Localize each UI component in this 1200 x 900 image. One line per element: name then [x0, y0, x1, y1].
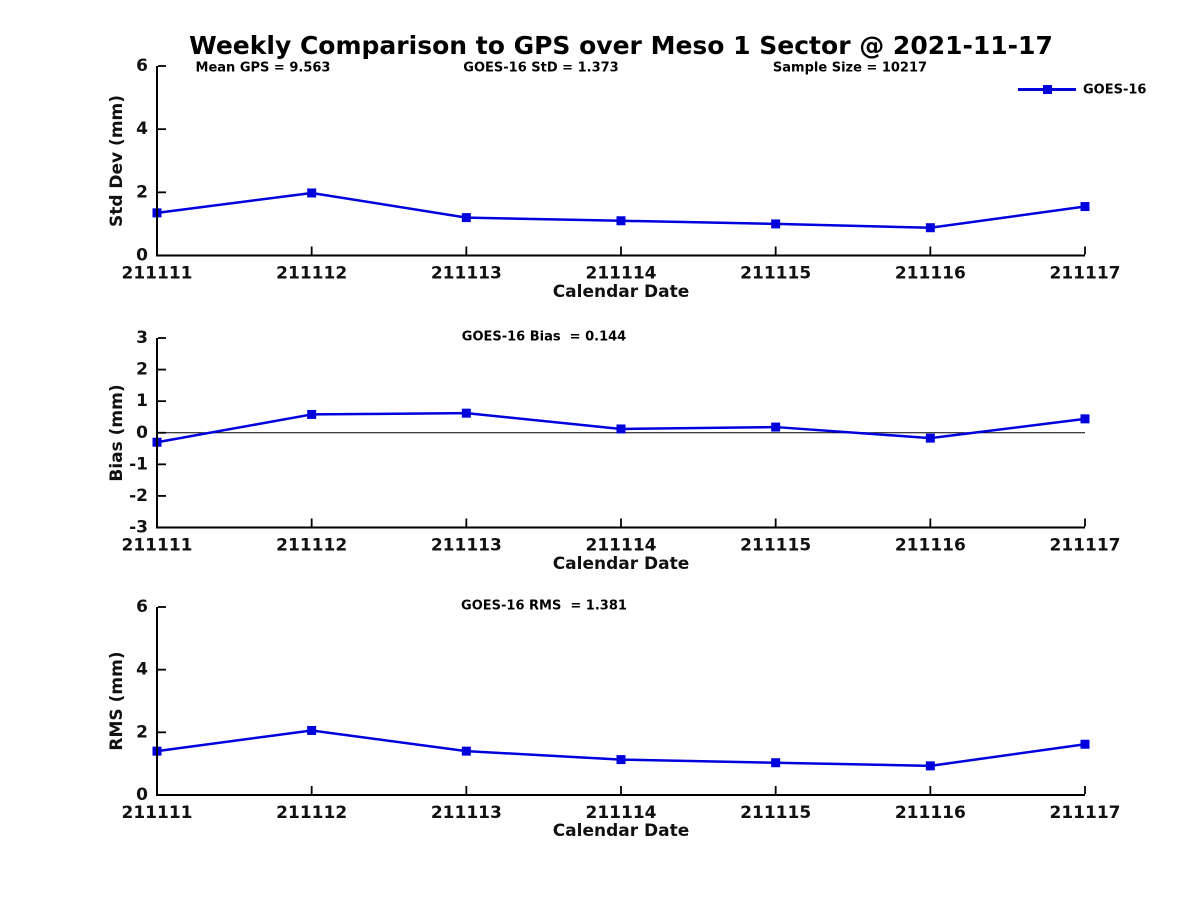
data-point — [307, 188, 317, 198]
data-point — [616, 216, 626, 226]
data-point — [307, 409, 317, 419]
x-tick-label: 211115 — [740, 803, 811, 823]
annotation-mean-gps: Mean GPS = 9.563 — [195, 60, 331, 76]
data-point — [461, 408, 471, 418]
y-tick-label: 6 — [136, 56, 148, 76]
data-point — [925, 433, 935, 443]
y-tick-label: -2 — [129, 486, 148, 506]
x-tick-label: 211117 — [1050, 264, 1121, 284]
ylabel-bias: Bias (mm) — [107, 384, 127, 482]
y-tick-label: 6 — [136, 597, 148, 617]
data-point — [461, 746, 471, 756]
data-point — [307, 725, 317, 735]
legend-square-marker-icon — [1042, 85, 1052, 94]
x-tick-label: 211111 — [122, 536, 193, 556]
y-tick-label: 0 — [136, 785, 148, 805]
x-tick-label: 211114 — [586, 803, 657, 823]
x-tick-label: 211114 — [586, 536, 657, 556]
annotation-sample-size: Sample Size = 10217 — [772, 60, 928, 76]
ylabel-rms: RMS (mm) — [107, 651, 127, 751]
data-point — [1080, 414, 1090, 424]
y-tick-label: -1 — [129, 454, 148, 474]
data-point — [925, 761, 935, 771]
y-tick-label: 3 — [136, 328, 148, 348]
xlabel-rms: Calendar Date — [552, 821, 690, 841]
legend-label: GOES-16 — [1083, 82, 1147, 97]
annotation-goes16-std: GOES-16 StD = 1.373 — [463, 60, 619, 76]
x-tick-label: 211117 — [1050, 803, 1121, 823]
y-tick-label: 2 — [136, 360, 148, 380]
x-tick-label: 211115 — [740, 536, 811, 556]
x-tick-label: 211111 — [122, 803, 193, 823]
data-point — [616, 424, 626, 434]
x-tick-label: 211113 — [431, 264, 502, 284]
data-point — [771, 422, 781, 432]
x-tick-label: 211116 — [895, 803, 966, 823]
data-point — [461, 213, 471, 223]
y-tick-label: -3 — [129, 518, 148, 538]
annotation-goes16-bias: GOES-16 Bias = 0.144 — [461, 329, 627, 344]
y-tick-label: 1 — [136, 391, 148, 411]
data-point — [771, 758, 781, 768]
x-tick-label: 211117 — [1050, 536, 1121, 556]
data-point — [1080, 202, 1090, 212]
ylabel-stddev: Std Dev (mm) — [107, 94, 127, 228]
legend: GOES-16 — [1018, 80, 1178, 98]
x-tick-label: 211115 — [740, 264, 811, 284]
chart-title: Weekly Comparison to GPS over Meso 1 Sec… — [189, 31, 1053, 60]
x-tick-label: 211116 — [895, 536, 966, 556]
data-point — [925, 223, 935, 233]
annotation-goes16-rms: GOES-16 RMS = 1.381 — [461, 598, 627, 613]
x-tick-label: 211112 — [276, 264, 347, 284]
data-point — [616, 755, 626, 765]
y-tick-label: 4 — [136, 119, 148, 139]
x-tick-label: 211116 — [895, 264, 966, 284]
y-tick-label: 2 — [136, 182, 148, 202]
data-point — [771, 219, 781, 229]
x-tick-label: 211114 — [586, 264, 657, 284]
data-point — [1080, 739, 1090, 749]
y-tick-label: 0 — [136, 423, 148, 443]
xlabel-stddev: Calendar Date — [552, 281, 690, 302]
x-tick-label: 211112 — [276, 536, 347, 556]
y-tick-label: 4 — [136, 660, 148, 680]
x-tick-label: 211113 — [431, 803, 502, 823]
x-tick-label: 211111 — [122, 264, 193, 284]
y-tick-label: 2 — [136, 722, 148, 742]
x-tick-label: 211112 — [276, 803, 347, 823]
y-tick-label: 0 — [136, 246, 148, 266]
x-tick-label: 211113 — [431, 536, 502, 556]
xlabel-bias: Calendar Date — [552, 553, 690, 574]
